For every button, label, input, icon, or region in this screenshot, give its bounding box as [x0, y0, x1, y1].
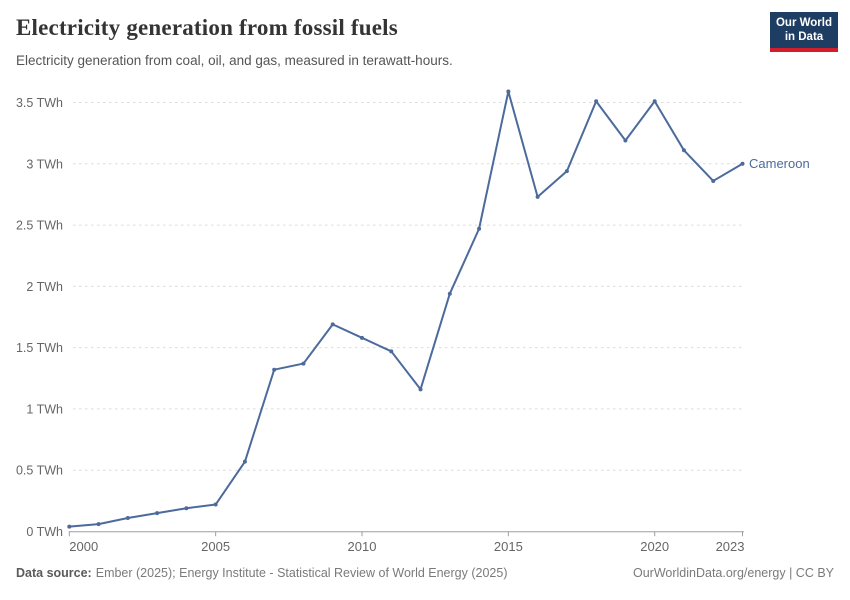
- y-axis-tick-label: 2 TWh: [26, 280, 63, 294]
- x-axis-tick-label: 2015: [494, 539, 523, 554]
- chart-footer: Data source: Ember (2025); Energy Institu…: [16, 566, 834, 580]
- data-point[interactable]: [477, 226, 482, 231]
- y-axis-tick-label: 0.5 TWh: [16, 464, 63, 478]
- chart-subtitle: Electricity generation from coal, oil, a…: [16, 53, 453, 68]
- data-point[interactable]: [711, 178, 716, 183]
- data-point[interactable]: [740, 161, 745, 166]
- data-point[interactable]: [272, 367, 277, 372]
- data-point[interactable]: [535, 194, 540, 199]
- credit-link[interactable]: OurWorldinData.org/energy | CC BY: [632, 566, 834, 580]
- data-point[interactable]: [184, 506, 189, 511]
- data-point[interactable]: [330, 322, 335, 327]
- page-title: Electricity generation from fossil fuels: [16, 15, 398, 40]
- y-axis-tick-label: 2.5 TWh: [16, 219, 63, 233]
- data-point[interactable]: [96, 522, 101, 527]
- data-source-label: Data source:: [16, 566, 92, 580]
- series-line[interactable]: [68, 90, 744, 528]
- owid-logo[interactable]: Our World in Data: [770, 12, 838, 52]
- data-point[interactable]: [506, 89, 511, 94]
- x-axis-tick-label: 2020: [640, 539, 669, 554]
- data-point[interactable]: [155, 511, 160, 516]
- data-point[interactable]: [242, 459, 247, 464]
- y-axis-tick-label: 0 TWh: [26, 525, 63, 539]
- data-point[interactable]: [447, 291, 452, 296]
- data-point[interactable]: [594, 99, 599, 104]
- data-source-text: Ember (2025); Energy Institute - Statist…: [95, 566, 508, 580]
- y-axis-tick-label: 1 TWh: [26, 402, 63, 416]
- data-point[interactable]: [125, 516, 130, 521]
- x-axis-tick-label: 2023: [716, 539, 745, 554]
- owid-logo-line1: Our World: [775, 16, 832, 29]
- x-axis-tick-label: 2010: [348, 539, 377, 554]
- owid-logo-line2: in Data: [784, 31, 824, 43]
- data-point[interactable]: [681, 148, 686, 153]
- data-point[interactable]: [564, 169, 569, 174]
- data-point[interactable]: [652, 99, 657, 104]
- data-point[interactable]: [418, 387, 423, 392]
- y-axis-tick-label: 1.5 TWh: [16, 341, 63, 355]
- y-axis-tick-label: 3 TWh: [26, 157, 63, 171]
- data-point[interactable]: [67, 524, 72, 529]
- x-axis-tick-label: 2005: [201, 539, 230, 554]
- y-axis-tick-label: 3.5 TWh: [16, 96, 63, 110]
- data-point[interactable]: [623, 138, 628, 143]
- data-source-note: Data source: Ember (2025); Energy Institu…: [16, 566, 507, 580]
- data-point[interactable]: [389, 349, 394, 354]
- x-axis-tick-label: 2000: [69, 539, 98, 554]
- data-point[interactable]: [301, 361, 306, 366]
- series-entity-label[interactable]: Cameroon: [749, 156, 810, 171]
- data-point[interactable]: [213, 502, 218, 507]
- data-point[interactable]: [359, 335, 364, 340]
